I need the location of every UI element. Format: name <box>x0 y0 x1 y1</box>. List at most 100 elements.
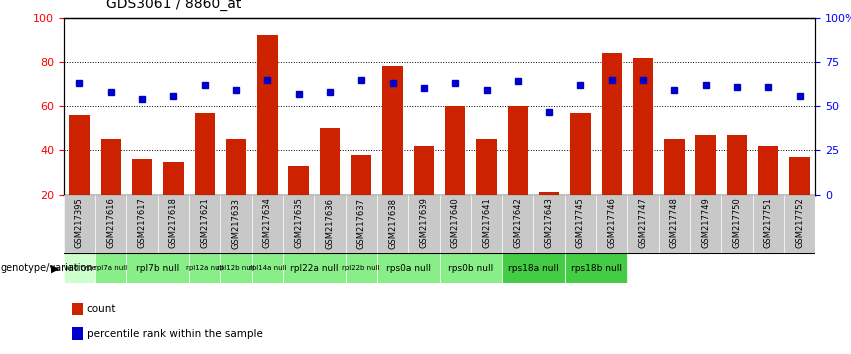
Bar <box>351 155 371 239</box>
Bar <box>283 253 346 283</box>
Text: GSM217618: GSM217618 <box>168 198 178 249</box>
Text: rps18b null: rps18b null <box>570 264 621 273</box>
Bar <box>602 53 622 239</box>
Bar <box>288 166 309 239</box>
Bar <box>445 106 465 239</box>
Text: GSM217750: GSM217750 <box>733 198 741 249</box>
Bar <box>220 253 252 283</box>
Bar <box>95 253 127 283</box>
Bar <box>320 128 340 239</box>
Text: GSM217635: GSM217635 <box>294 198 303 249</box>
Bar <box>377 195 408 253</box>
Bar <box>382 67 403 239</box>
Text: GSM217643: GSM217643 <box>545 198 554 249</box>
Bar <box>189 195 220 253</box>
Bar <box>314 195 346 253</box>
Text: GSM217621: GSM217621 <box>200 198 209 249</box>
Text: rps18a null: rps18a null <box>508 264 559 273</box>
Bar <box>408 195 439 253</box>
Bar <box>633 57 654 239</box>
Bar <box>226 139 246 239</box>
Text: GSM217640: GSM217640 <box>451 198 460 249</box>
Bar <box>127 253 189 283</box>
Bar <box>784 195 815 253</box>
Text: GSM217633: GSM217633 <box>231 198 241 249</box>
Text: ▶: ▶ <box>51 263 60 273</box>
Bar <box>659 195 690 253</box>
Bar <box>283 195 314 253</box>
Bar <box>664 139 684 239</box>
Text: rpl22b null: rpl22b null <box>342 265 380 271</box>
Text: GSM217395: GSM217395 <box>75 198 84 249</box>
Text: rps0b null: rps0b null <box>448 264 494 273</box>
Bar <box>72 327 83 340</box>
Bar <box>727 135 747 239</box>
Bar <box>157 195 189 253</box>
Text: GSM217749: GSM217749 <box>701 198 711 249</box>
Bar <box>64 253 95 283</box>
Text: GSM217745: GSM217745 <box>576 198 585 249</box>
Text: rpl14a null: rpl14a null <box>248 265 286 271</box>
Text: GSM217634: GSM217634 <box>263 198 271 249</box>
Bar <box>72 303 83 315</box>
Bar <box>471 195 502 253</box>
Bar <box>722 195 752 253</box>
Bar <box>377 253 439 283</box>
Text: GSM217748: GSM217748 <box>670 198 679 249</box>
Bar <box>508 106 528 239</box>
Bar <box>565 195 596 253</box>
Bar <box>414 146 434 239</box>
Text: rpl7a null: rpl7a null <box>94 265 128 271</box>
Bar <box>69 115 89 239</box>
Bar <box>565 253 627 283</box>
Text: rpl22a null: rpl22a null <box>290 264 339 273</box>
Text: wild type: wild type <box>64 265 95 271</box>
Bar <box>346 253 377 283</box>
Text: GSM217747: GSM217747 <box>638 198 648 249</box>
Bar <box>627 195 659 253</box>
Bar <box>252 195 283 253</box>
Bar <box>189 253 220 283</box>
Text: GSM217639: GSM217639 <box>420 198 428 249</box>
Bar <box>758 146 779 239</box>
Text: genotype/variation: genotype/variation <box>1 263 94 273</box>
Bar <box>163 161 184 239</box>
Bar <box>132 159 152 239</box>
Text: GSM217746: GSM217746 <box>608 198 616 249</box>
Bar <box>257 35 277 239</box>
Bar <box>695 135 716 239</box>
Bar <box>346 195 377 253</box>
Text: GSM217638: GSM217638 <box>388 198 397 249</box>
Bar <box>439 253 502 283</box>
Text: percentile rank within the sample: percentile rank within the sample <box>87 329 263 339</box>
Bar <box>752 195 784 253</box>
Bar <box>534 195 565 253</box>
Bar <box>252 253 283 283</box>
Text: GSM217642: GSM217642 <box>513 198 523 249</box>
Bar <box>477 139 497 239</box>
Text: GSM217641: GSM217641 <box>482 198 491 249</box>
Bar <box>127 195 157 253</box>
Bar <box>690 195 722 253</box>
Bar <box>570 113 591 239</box>
Bar <box>64 195 95 253</box>
Text: GSM217637: GSM217637 <box>357 198 366 249</box>
Text: GSM217636: GSM217636 <box>325 198 334 249</box>
Bar <box>502 195 534 253</box>
Text: GDS3061 / 8860_at: GDS3061 / 8860_at <box>106 0 242 11</box>
Bar <box>539 193 559 239</box>
Text: GSM217617: GSM217617 <box>138 198 146 249</box>
Text: rpl12b null: rpl12b null <box>217 265 255 271</box>
Bar <box>790 157 810 239</box>
Bar <box>195 113 215 239</box>
Text: rpl7b null: rpl7b null <box>136 264 180 273</box>
Bar <box>439 195 471 253</box>
Text: GSM217751: GSM217751 <box>764 198 773 249</box>
Text: rps0a null: rps0a null <box>386 264 431 273</box>
Text: GSM217616: GSM217616 <box>106 198 115 249</box>
Text: rpl12a null: rpl12a null <box>186 265 224 271</box>
Bar <box>100 139 121 239</box>
Bar <box>220 195 252 253</box>
Bar <box>502 253 565 283</box>
Bar <box>596 195 627 253</box>
